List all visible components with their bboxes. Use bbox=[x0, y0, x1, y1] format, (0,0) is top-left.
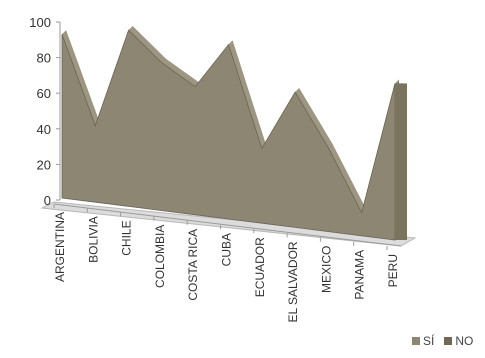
x-tick-label: COSTA RICA bbox=[186, 229, 200, 301]
x-axis-line bbox=[53, 203, 402, 247]
legend-label-no: NO bbox=[455, 334, 474, 348]
x-tick-label: ARGENTINA bbox=[53, 212, 67, 282]
legend-item-no: NO bbox=[444, 334, 473, 348]
area-ridge-segment bbox=[62, 30, 100, 126]
area-ridge-segment bbox=[328, 143, 366, 213]
legend: SÍ NO bbox=[412, 334, 473, 348]
area-end-cap bbox=[395, 83, 407, 240]
legend-item-si: SÍ bbox=[412, 334, 434, 348]
area-ridge-segment bbox=[128, 26, 166, 63]
x-tick-label: CUBA bbox=[220, 233, 234, 266]
y-tick-label: 20 bbox=[37, 157, 51, 172]
legend-label-si: SÍ bbox=[423, 334, 435, 348]
area-ridge-segment bbox=[295, 88, 333, 148]
x-tick-label: COLOMBIA bbox=[153, 225, 167, 288]
x-tick-label: BOLIVIA bbox=[86, 216, 100, 263]
x-tick-label: PERU bbox=[386, 254, 400, 287]
legend-swatch-si bbox=[412, 337, 420, 345]
area-ridge-segment bbox=[161, 58, 200, 87]
x-tick-label: CHILE bbox=[120, 220, 134, 255]
y-tick-label: 100 bbox=[29, 15, 51, 30]
x-tick-label: PANAMA bbox=[353, 250, 367, 300]
legend-swatch-no bbox=[444, 337, 453, 345]
x-tick-label: MEXICO bbox=[319, 246, 333, 293]
y-tick-label: 80 bbox=[37, 51, 51, 66]
y-tick-label: 60 bbox=[37, 86, 51, 101]
y-tick-label: 40 bbox=[37, 122, 51, 137]
area-ridge-segment bbox=[228, 40, 266, 149]
x-tick-label: ECUADOR bbox=[253, 237, 267, 297]
y-tick-label: 0 bbox=[44, 193, 51, 208]
x-tick-label: EL SALVADOR bbox=[286, 241, 300, 322]
